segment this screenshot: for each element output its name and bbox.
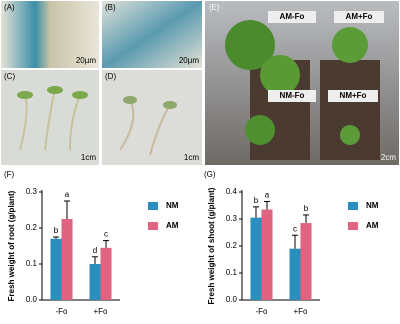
x-tick-label: -Fo	[256, 307, 269, 316]
y-tick-label: 0.4	[226, 187, 238, 196]
tag	[328, 90, 378, 102]
photo-tag: NM+Fo	[340, 91, 367, 100]
bar	[250, 217, 262, 300]
significance-letter: b	[54, 226, 59, 235]
y-tick-label: 0.0	[26, 295, 38, 304]
y-tick-label: 0.3	[26, 187, 38, 196]
y-tick-label: 0.2	[226, 241, 238, 250]
bar	[261, 209, 273, 300]
significance-letter: d	[93, 246, 97, 255]
photo-a	[1, 1, 99, 68]
legend-swatch	[348, 202, 358, 210]
x-tick-label: +Fo	[93, 307, 108, 316]
scale-bar-label: 1cm	[184, 153, 199, 162]
leaf	[47, 86, 63, 94]
scale-bar-label: 20µm	[76, 56, 97, 65]
plant	[340, 125, 360, 145]
leaf	[123, 96, 137, 104]
scale-bar-label: 20µm	[179, 56, 200, 65]
y-tick-label: 0.3	[226, 214, 238, 223]
significance-letter: a	[265, 191, 270, 200]
legend-swatch	[148, 202, 158, 210]
legend-label: NM	[166, 201, 179, 210]
y-axis-label: Fresh weight of root (g/plant)	[7, 190, 16, 301]
plant	[332, 27, 368, 63]
y-tick-label: 0.2	[26, 223, 38, 232]
plant	[260, 55, 300, 95]
plant	[245, 115, 275, 145]
panel-label: (D)	[105, 72, 116, 81]
significance-letter: b	[254, 196, 259, 205]
tag	[334, 11, 384, 23]
panel-label: (B)	[105, 3, 116, 12]
significance-letter: c	[104, 230, 108, 239]
leaf	[72, 91, 88, 99]
bar	[289, 248, 301, 300]
legend-swatch	[148, 222, 158, 230]
photo-tag: AM+Fo	[346, 12, 373, 21]
x-tick-label: -Fo	[56, 307, 69, 316]
y-tick-label: 0.1	[26, 259, 38, 268]
significance-letter: b	[304, 204, 309, 213]
bar	[100, 247, 112, 300]
x-tick-label: +Fo	[293, 307, 308, 316]
significance-letter: c	[293, 224, 297, 233]
panel-label: (E)	[209, 3, 220, 12]
leaf	[17, 91, 33, 99]
tag	[268, 11, 316, 23]
panel-label: (C)	[4, 72, 15, 81]
legend-swatch	[348, 222, 358, 230]
bar	[61, 219, 73, 300]
y-tick-label: 0.0	[226, 295, 238, 304]
y-tick-label: 0.1	[226, 268, 238, 277]
photo-b	[102, 1, 202, 68]
photo-tag: NM-Fo	[280, 91, 305, 100]
panel-label: (F)	[4, 170, 15, 179]
leaf	[163, 101, 177, 109]
bar	[89, 264, 101, 300]
scale-bar-label: 2cm	[381, 153, 396, 162]
legend-label: NM	[366, 201, 379, 210]
scale-bar-label: 1cm	[81, 153, 96, 162]
panel-label: (A)	[4, 3, 15, 12]
bar	[50, 238, 62, 300]
tag	[268, 90, 316, 102]
panel-label: (G)	[204, 170, 216, 179]
plant	[225, 20, 275, 70]
legend-label: AM	[166, 221, 179, 230]
legend-label: AM	[366, 221, 379, 230]
y-axis-label: Fresh weight of shoot (g/plant)	[207, 187, 216, 304]
photo-tag: AM-Fo	[280, 12, 305, 21]
significance-letter: a	[65, 190, 70, 199]
bar	[300, 223, 312, 300]
